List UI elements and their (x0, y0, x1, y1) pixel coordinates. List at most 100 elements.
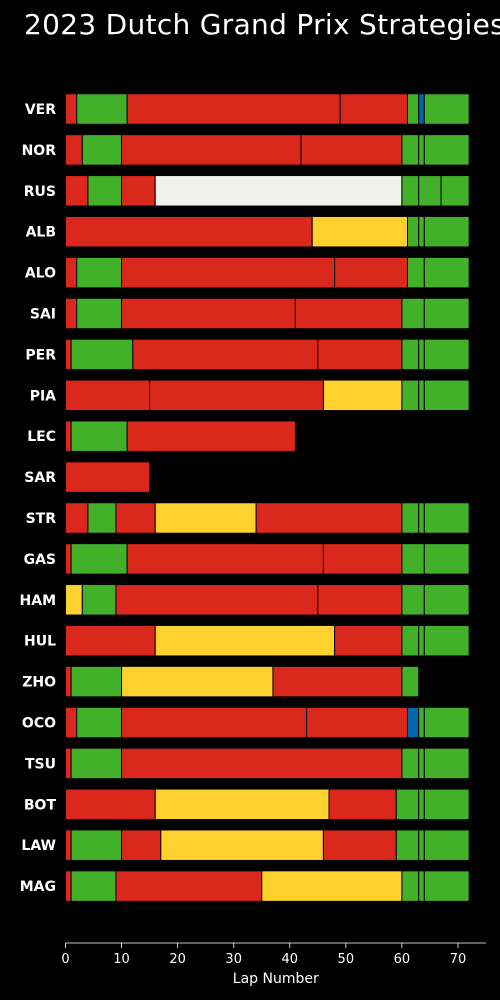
driver-label-rus: RUS (24, 184, 56, 200)
stint-bar-zho-2 (70, 665, 123, 698)
stint-bar-nor-4 (300, 134, 403, 166)
stint-bar-per-7 (423, 338, 470, 371)
stint-bar-mag-5 (401, 870, 420, 902)
stint-bar-bot-1 (65, 788, 156, 821)
stint-bar-per-6 (418, 338, 425, 371)
stint-bar-bot-3 (328, 788, 397, 821)
stint-bar-bot-6 (423, 788, 470, 821)
stint-bar-tsu-5 (418, 747, 425, 780)
stint-bar-oco-5 (407, 706, 420, 739)
stint-bar-pia-5 (418, 379, 425, 412)
x-tick-label-50: 50 (338, 952, 355, 967)
x-tick-label-40: 40 (281, 952, 298, 967)
stint-bar-alb-4 (418, 215, 425, 248)
stint-bar-oco-4 (306, 706, 409, 739)
stint-bar-tsu-1 (65, 747, 72, 780)
stint-bar-alo-3 (121, 256, 336, 289)
stint-bar-mag-6 (418, 870, 425, 902)
stint-bar-ham-1 (65, 584, 83, 616)
stint-bar-rus-7 (440, 175, 470, 207)
stint-bar-alb-2 (311, 215, 408, 248)
stint-bar-pia-4 (401, 379, 420, 412)
stint-bar-law-8 (423, 829, 470, 861)
stint-bar-law-5 (322, 829, 397, 861)
stint-bar-str-3 (115, 502, 156, 534)
driver-label-mag: MAG (20, 879, 56, 895)
stint-bar-zho-3 (121, 665, 274, 698)
stint-bar-zho-1 (65, 665, 72, 698)
stint-bar-zho-5 (401, 665, 420, 698)
stint-bar-gas-3 (126, 543, 324, 575)
stint-bar-alo-4 (334, 256, 409, 289)
stint-bar-mag-3 (115, 870, 263, 902)
stint-bar-ver-2 (76, 93, 128, 125)
stint-bar-mag-1 (65, 870, 72, 902)
stint-bar-ham-2 (81, 584, 117, 616)
stint-bar-gas-2 (70, 543, 128, 575)
driver-label-zho: ZHO (22, 675, 56, 691)
stint-bar-alo-6 (423, 256, 470, 289)
stint-bar-zho-4 (272, 665, 403, 698)
driver-label-sai: SAI (30, 307, 56, 323)
stint-bar-sai-2 (76, 297, 123, 330)
stint-bar-alb-3 (407, 215, 420, 248)
stint-bar-bot-5 (418, 788, 425, 821)
stint-bar-ham-4 (317, 584, 403, 616)
driver-label-law: LAW (21, 838, 56, 854)
stint-bar-rus-1 (65, 175, 89, 207)
driver-label-alb: ALB (26, 225, 56, 241)
stint-bar-rus-6 (418, 175, 442, 207)
driver-label-alo: ALO (25, 266, 56, 282)
x-tick-label-70: 70 (450, 952, 467, 967)
stint-bar-lec-2 (70, 420, 128, 452)
stint-bar-hul-1 (65, 624, 156, 657)
stint-bar-per-3 (132, 338, 319, 371)
x-axis-ticks: 0 10 20 30 40 50 60 70 (61, 943, 466, 967)
stint-bar-ver-1 (65, 93, 78, 125)
stint-bar-law-7 (418, 829, 425, 861)
stint-bar-rus-3 (121, 175, 156, 207)
stint-bar-ver-4 (339, 93, 409, 125)
stint-bar-oco-6 (418, 706, 425, 739)
driver-label-sar: SAR (24, 470, 56, 486)
stint-bar-oco-2 (76, 706, 123, 739)
stint-bar-pia-1 (65, 379, 151, 412)
stint-bar-alo-2 (76, 256, 123, 289)
stint-bar-str-8 (423, 502, 470, 534)
stint-bar-bot-4 (395, 788, 420, 821)
driver-label-tsu: TSU (25, 756, 56, 772)
stint-bar-hul-4 (401, 624, 420, 657)
stint-bar-rus-5 (401, 175, 420, 207)
stint-bar-str-4 (154, 502, 257, 534)
stint-bar-ver-7 (423, 93, 470, 125)
stint-bar-alo-5 (407, 256, 425, 289)
stint-bar-alb-5 (423, 215, 470, 248)
driver-label-pia: PIA (30, 388, 56, 404)
x-tick-label-20: 20 (169, 952, 186, 967)
stint-bar-rus-4 (154, 175, 403, 207)
stint-bar-alo-1 (65, 256, 78, 289)
stint-bar-nor-1 (65, 134, 83, 166)
stint-bar-mag-4 (261, 870, 403, 902)
stint-bar-str-1 (65, 502, 89, 534)
stint-bar-hul-2 (154, 624, 336, 657)
stint-bar-mag-7 (423, 870, 470, 902)
stint-bar-sai-4 (294, 297, 403, 330)
stint-bars (65, 93, 470, 902)
stint-bar-ham-3 (115, 584, 319, 616)
stint-bar-sar-1 (65, 461, 151, 493)
stint-bar-pia-2 (149, 379, 324, 412)
chart-title: 2023 Dutch Grand Prix Strategies (24, 8, 500, 41)
stint-bar-ham-6 (423, 584, 470, 616)
driver-label-gas: GAS (24, 552, 56, 568)
x-tick-label-30: 30 (225, 952, 242, 967)
stint-bar-str-2 (87, 502, 117, 534)
x-axis-label: Lap Number (233, 971, 319, 987)
stint-bar-nor-3 (121, 134, 302, 166)
stint-bar-gas-5 (401, 543, 425, 575)
stint-bar-nor-5 (401, 134, 420, 166)
stint-bar-ver-3 (126, 93, 341, 125)
stint-bar-tsu-3 (121, 747, 403, 780)
stint-bar-oco-7 (423, 706, 470, 739)
